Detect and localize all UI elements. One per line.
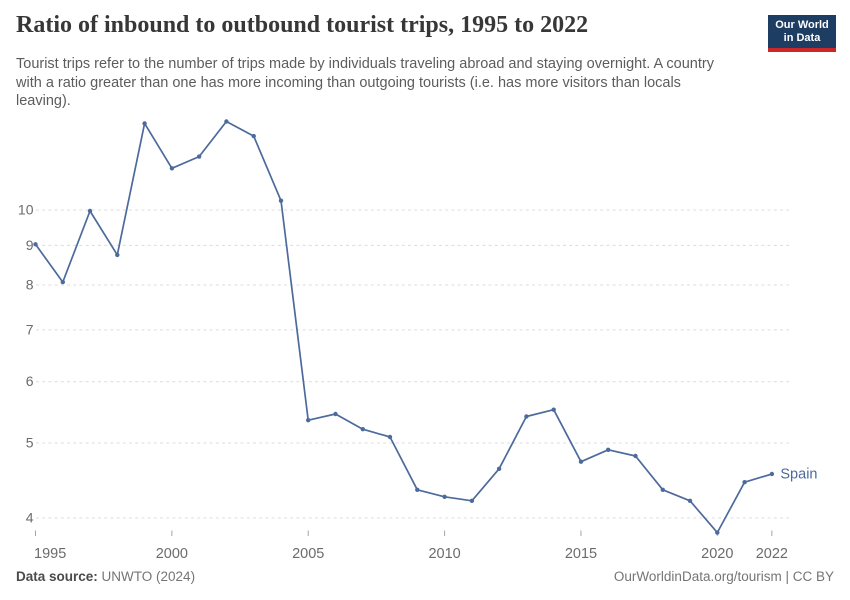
data-point-marker[interactable] [442, 494, 447, 499]
x-axis-tick-label: 2015 [565, 546, 597, 562]
y-axis-tick-label: 6 [26, 373, 34, 389]
data-point-marker[interactable] [224, 119, 229, 124]
data-point-marker[interactable] [769, 471, 775, 477]
y-axis-tick-label: 10 [18, 201, 34, 217]
chart-title: Ratio of inbound to outbound tourist tri… [16, 12, 589, 38]
attribution-link[interactable]: OurWorldinData.org/tourism | CC BY [613, 569, 834, 584]
y-axis-tick-label: 8 [26, 277, 34, 293]
data-point-marker[interactable] [469, 498, 475, 503]
data-point-marker[interactable] [87, 208, 93, 214]
data-point-marker[interactable] [633, 453, 638, 459]
x-axis-tick-label: 2022 [756, 546, 788, 562]
data-point-marker[interactable] [169, 166, 175, 171]
x-axis-tick-label: 2005 [292, 546, 324, 562]
data-point-marker[interactable] [306, 418, 311, 423]
data-point-marker[interactable] [524, 414, 529, 419]
data-point-marker[interactable] [551, 407, 556, 412]
x-axis-tick-label: 2000 [156, 546, 188, 562]
x-axis-tick-label: 2020 [701, 546, 733, 562]
data-series-line[interactable] [34, 120, 773, 534]
data-point-marker[interactable] [360, 427, 365, 432]
data-point-marker[interactable] [715, 530, 720, 535]
data-point-marker[interactable] [278, 198, 284, 203]
logo-text-line2: in Data [783, 32, 821, 44]
data-point-marker[interactable] [578, 459, 584, 464]
data-source-value: UNWTO (2024) [101, 569, 196, 584]
owid-logo[interactable]: Our World in Data [768, 15, 836, 52]
data-source: Data source: UNWTO (2024) [16, 569, 195, 584]
y-axis-tick-label: 9 [26, 237, 34, 253]
data-source-label: Data source: [16, 569, 98, 584]
data-point-marker[interactable] [251, 133, 256, 139]
data-point-marker[interactable] [742, 480, 747, 485]
data-point-marker[interactable] [33, 242, 38, 247]
x-axis-tick-label: 2010 [428, 546, 460, 562]
logo-text-line1: Our World [775, 19, 829, 31]
x-axis-tick-label: 1995 [34, 546, 66, 562]
data-point-marker[interactable] [115, 252, 120, 258]
y-axis-tick-label: 5 [26, 434, 34, 450]
chart-subtitle: Tourist trips refer to the number of tri… [16, 56, 714, 109]
data-point-marker[interactable] [415, 487, 420, 492]
entity-label[interactable]: Spain [780, 467, 817, 483]
data-point-marker[interactable] [687, 498, 693, 503]
data-point-marker[interactable] [660, 487, 665, 492]
data-point-marker[interactable] [60, 279, 65, 285]
data-point-marker[interactable] [606, 447, 611, 452]
data-point-marker[interactable] [387, 434, 393, 440]
data-point-marker[interactable] [496, 466, 502, 471]
y-axis-tick-label: 4 [26, 510, 34, 526]
y-axis-tick-label: 7 [26, 321, 34, 337]
data-point-marker[interactable] [196, 154, 202, 159]
data-point-marker[interactable] [142, 121, 147, 126]
data-point-marker[interactable] [333, 411, 338, 417]
